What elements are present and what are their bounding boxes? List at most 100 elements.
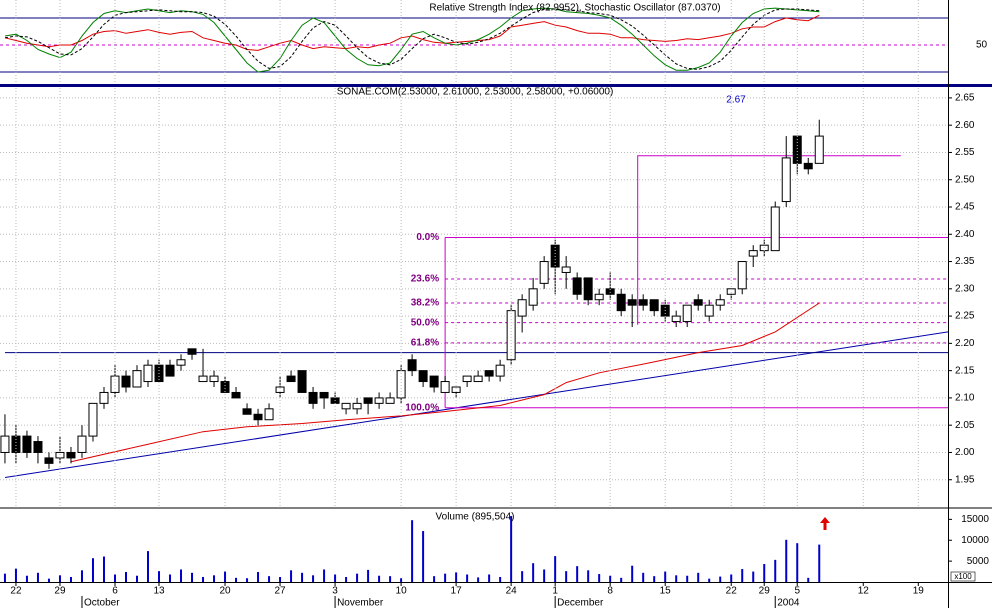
volume-bar [675, 575, 678, 582]
volume-bar [433, 576, 436, 582]
y-tick-label: 2.45 [955, 202, 975, 213]
candle-body [88, 402, 98, 437]
volume-bar [180, 569, 183, 582]
y-tick-label: 2.20 [955, 338, 975, 349]
candle-body [44, 457, 54, 464]
volume-bar [763, 564, 766, 582]
y-tick-label: 2.05 [955, 420, 975, 431]
volume-bar [565, 571, 568, 582]
x-tick-label: 3 [332, 586, 338, 597]
volume-bar [598, 574, 601, 582]
volume-bar [510, 516, 513, 582]
candle-body [99, 391, 109, 404]
volume-bar [785, 539, 788, 582]
y-tick-label: 15000 [961, 514, 989, 525]
volume-bar [587, 570, 590, 582]
candle-body [440, 381, 450, 393]
candle-body [297, 370, 307, 393]
volume-bar [653, 576, 656, 582]
volume-bar [807, 577, 810, 582]
retracement-label: 23.6% [411, 274, 439, 285]
candle-body [176, 359, 186, 366]
volume-bar [257, 571, 260, 582]
candle-body [583, 277, 593, 301]
volume-bar [697, 572, 700, 582]
volume-bar [191, 572, 194, 582]
study-line [637, 155, 901, 325]
candle-body [132, 370, 142, 388]
y-tick-label: 2.30 [955, 283, 975, 294]
retracement-label: 38.2% [411, 298, 439, 309]
oscillator-line [4, 8, 820, 70]
y-tick-label: 10000 [961, 535, 989, 546]
volume-bar [158, 571, 161, 582]
volume-bar [14, 568, 17, 582]
candle-body [396, 370, 406, 399]
y-tick-label: 2.40 [955, 229, 975, 240]
volume-bar [312, 575, 315, 582]
x-tick-label: 29 [54, 586, 66, 597]
volume-bar [499, 576, 502, 582]
candle-body [539, 261, 549, 284]
candle-body [616, 293, 626, 312]
price-title: SONAE.COM(2.53000, 2.61000, 2.53000, 2.5… [337, 87, 614, 98]
volume-bar [356, 573, 359, 582]
volume-bar [113, 574, 116, 582]
candle-body [594, 293, 604, 301]
candle-body [638, 299, 648, 306]
x-tick-label: 5 [794, 586, 800, 597]
volume-bar [708, 578, 711, 582]
candle-body [363, 397, 373, 404]
y-tick-label: 2.00 [955, 447, 975, 458]
oscillator-line [4, 7, 820, 73]
volume-bar [91, 558, 94, 582]
volume-bar [477, 577, 480, 582]
y-tick-label: 2.60 [955, 120, 975, 131]
oscillator-line [4, 14, 820, 51]
volume-bar [554, 556, 557, 582]
y-tick-label: 2.35 [955, 256, 975, 267]
y-tick-label: 1.95 [955, 474, 975, 485]
candle-body [110, 375, 120, 393]
x-tick-label: 15 [660, 586, 672, 597]
volume-bar [389, 576, 392, 582]
candle-body [319, 391, 329, 399]
volume-bar [290, 570, 293, 582]
candle-body [374, 397, 384, 404]
candle-body [814, 135, 824, 164]
volume-title: Volume (895,504) [436, 512, 515, 523]
candle-body [704, 304, 714, 317]
volume-bar [169, 574, 172, 582]
y-tick-label: 5000 [967, 556, 990, 567]
volume-bar [411, 520, 414, 582]
x-tick-label: 13 [153, 586, 165, 597]
candle-body [77, 435, 87, 453]
volume-bar [279, 576, 282, 582]
candle-body [473, 375, 483, 383]
volume-bar [719, 576, 722, 582]
candle-body [165, 364, 175, 377]
candle-body [352, 402, 362, 410]
volume-bar [400, 578, 403, 582]
study-line [4, 331, 948, 478]
volume-bar [818, 544, 821, 582]
volume-bar [796, 543, 799, 582]
volume-bar [301, 572, 304, 582]
volume-bar [47, 578, 50, 582]
volume-bar [752, 571, 755, 582]
volume-bar [3, 573, 6, 582]
volume-bar [730, 574, 733, 582]
candle-body [187, 348, 197, 355]
candle-body [418, 370, 428, 383]
volume-bar [741, 569, 744, 582]
volume-bar [345, 576, 348, 582]
volume-bar [58, 575, 61, 582]
volume-bar [543, 569, 546, 582]
candle-body [451, 386, 461, 393]
x-tick-label: 29 [759, 586, 771, 597]
y-tick-label: 50 [976, 40, 988, 51]
candle-body [0, 435, 10, 453]
candle-body [693, 299, 703, 306]
